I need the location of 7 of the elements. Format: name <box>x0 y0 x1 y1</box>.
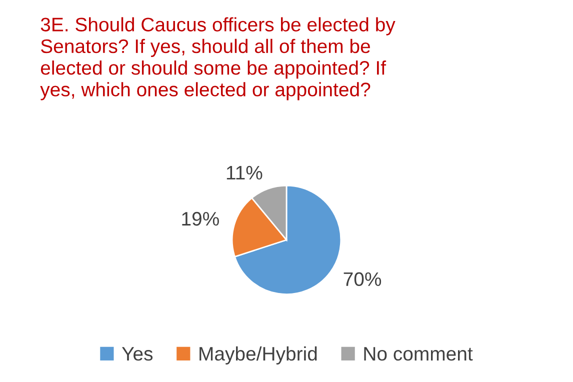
data-label: 70% <box>344 272 382 286</box>
chart-title: 3E. Should Caucus officers be elected by Senators? If yes, should all of them be elected or should some be appointed? If yes, which ones elected or appointed? <box>40 17 396 100</box>
data-label: 11% <box>226 166 262 180</box>
legend-label: Maybe/Hybrid <box>200 346 317 364</box>
legend-label: No comment <box>364 347 473 361</box>
legend-label: Yes <box>122 347 153 361</box>
data-label: 19% <box>182 212 219 226</box>
